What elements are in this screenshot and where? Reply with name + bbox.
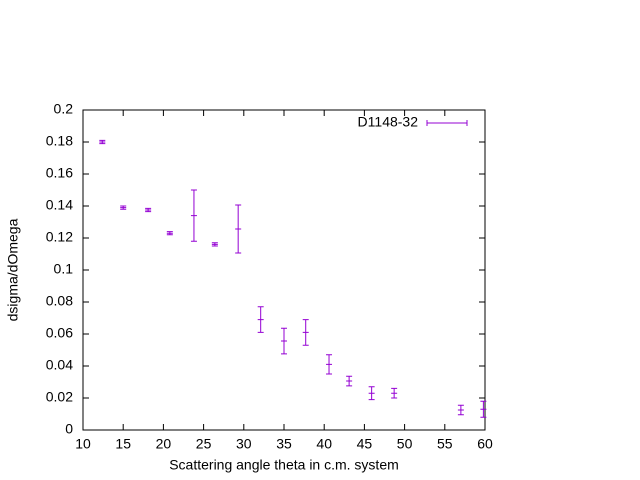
y-tick-label: 0.04 (46, 357, 73, 373)
x-tick-label: 60 (477, 436, 493, 452)
y-tick-label: 0.16 (46, 165, 73, 181)
error-bar (166, 231, 173, 236)
error-bar (120, 205, 127, 210)
x-tick-label: 30 (236, 436, 252, 452)
legend-label: D1148-32 (358, 114, 419, 130)
y-tick-label: 0.2 (54, 101, 74, 117)
y-tick-label: 0.08 (46, 293, 73, 309)
x-tick-label: 40 (316, 436, 332, 452)
y-tick-label: 0.12 (46, 229, 73, 245)
x-tick-label: 15 (115, 436, 131, 452)
legend-swatch (426, 120, 468, 126)
x-tick-label: 35 (276, 436, 292, 452)
y-tick-label: 0.02 (46, 389, 73, 405)
error-bar (480, 400, 487, 418)
error-bar (326, 354, 333, 375)
y-tick-label: 0.06 (46, 325, 73, 341)
error-bar (368, 386, 375, 401)
x-tick-label: 55 (437, 436, 453, 452)
error-bar (302, 319, 309, 346)
x-tick-label: 10 (75, 436, 91, 452)
error-bar (457, 404, 464, 416)
error-bar (235, 204, 242, 254)
y-axis-label: dsigma/dOmega (5, 218, 21, 321)
error-bar (211, 242, 218, 247)
error-bar (190, 189, 197, 242)
x-tick-label: 20 (156, 436, 172, 452)
y-tick-label: 0.1 (54, 261, 74, 277)
plot-frame (82, 109, 486, 431)
x-axis-label: Scattering angle theta in c.m. system (169, 457, 399, 473)
x-tick-label: 25 (196, 436, 212, 452)
x-tick-label: 50 (397, 436, 413, 452)
error-bar (281, 327, 287, 355)
error-bar (99, 139, 106, 145)
error-bar (145, 207, 152, 213)
y-tick-label: 0 (65, 421, 73, 437)
error-bar (391, 387, 398, 399)
x-tick-label: 45 (357, 436, 373, 452)
y-tick-label: 0.14 (46, 197, 73, 213)
error-bar (257, 306, 264, 333)
error-bar (346, 375, 353, 387)
y-tick-label: 0.18 (46, 133, 73, 149)
